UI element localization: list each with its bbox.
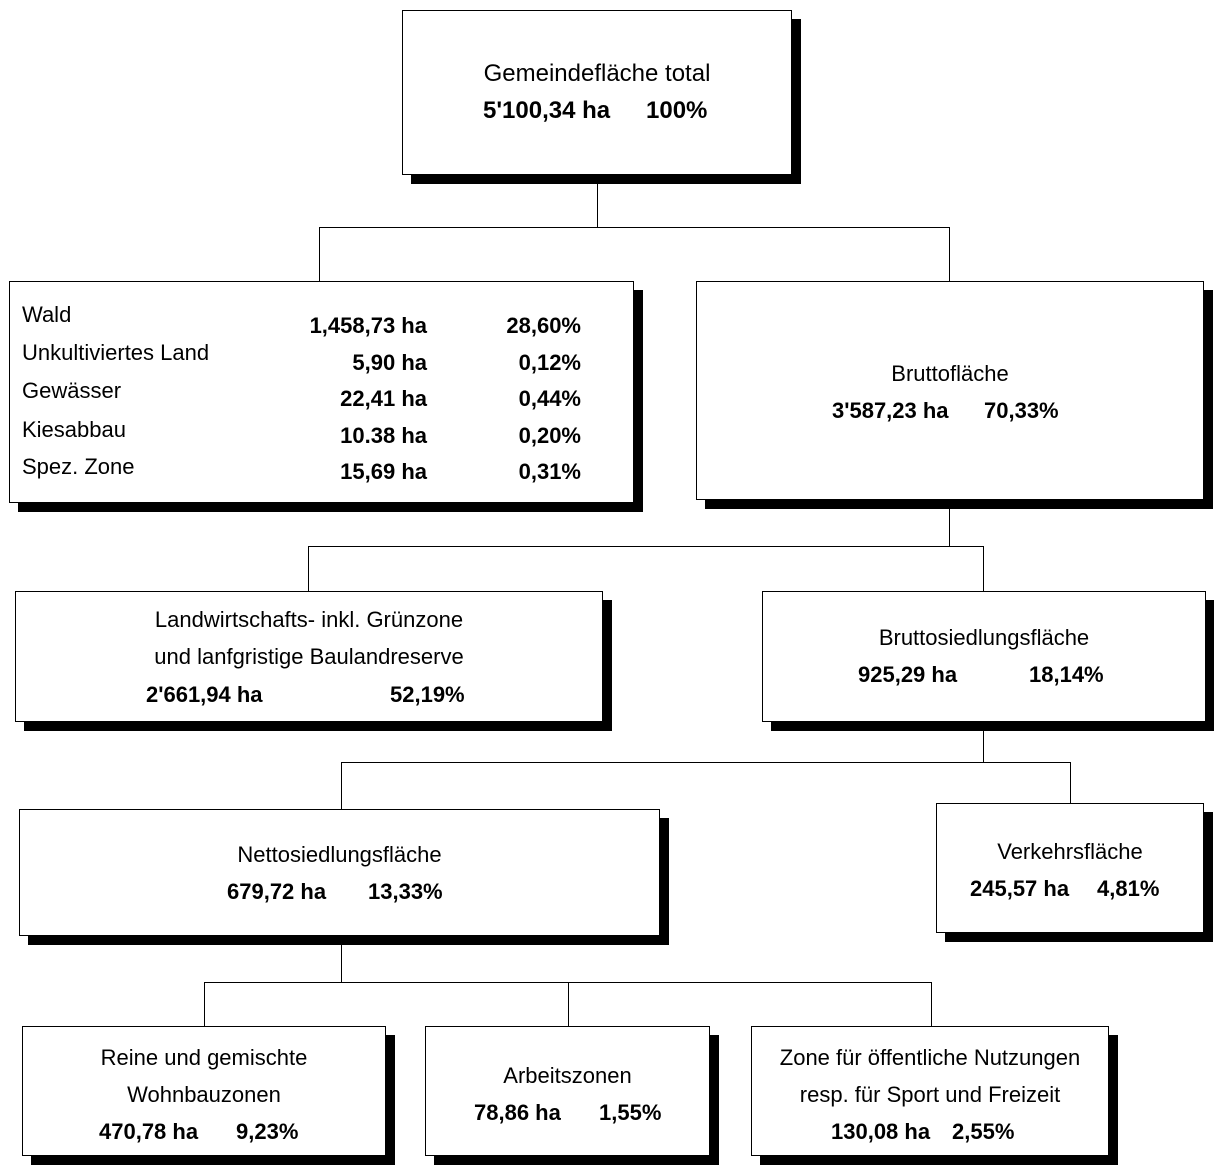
zone-pct: 2,55% [952,1119,1015,1144]
zone-line2: resp. für Sport und Freizeit [799,1082,1061,1107]
row-label-wald: Wald [22,302,72,327]
row-pct-gewaesser: 0,44% [518,386,581,411]
brutto-box: Bruttofläche 3'587,23 ha 70,33% [696,281,1204,500]
landwirtschaft-line2: und lanfgristige Baulandreserve [154,644,464,669]
connector-to-netto [341,762,342,809]
connector-bruttosiedlung-down [983,722,984,763]
connector-to-arbeit [568,982,569,1026]
row-area-wald: 1,458,73 ha [309,313,427,338]
row-area-gewaesser: 22,41 ha [340,386,427,411]
row-pct-kiesabbau: 0,20% [518,423,581,448]
bruttosiedlung-box: Bruttosiedlungsfläche 925,29 ha 18,14% [762,591,1206,722]
wohn-box: Reine und gemischte Wohnbauzonen 470,78 … [22,1026,386,1156]
verkehr-box: Verkehrsfläche 245,57 ha 4,81% [936,803,1204,933]
connector-netto-down [341,936,342,983]
row-label-spez-zone: Spez. Zone [22,454,135,479]
landwirtschaft-pct: 52,19% [390,682,465,707]
verkehr-area: 245,57 ha [970,876,1070,901]
arbeit-pct: 1,55% [599,1100,662,1125]
brutto-title: Bruttofläche [891,361,1009,386]
row-label-unkultiviertes-land: Unkultiviertes Land [22,340,210,365]
row-pct-unkultiviertes-land: 0,12% [518,350,581,375]
wohn-pct: 9,23% [236,1119,299,1144]
netto-title: Nettosiedlungsfläche [237,842,442,867]
zone-area: 130,08 ha [831,1119,931,1144]
arbeit-area: 78,86 ha [474,1100,561,1125]
wohn-line1: Reine und gemischte [100,1045,308,1070]
bruttosiedlung-area: 925,29 ha [858,662,958,687]
bruttosiedlung-title: Bruttosiedlungsfläche [878,625,1090,650]
row-pct-spez-zone: 0,31% [518,459,581,484]
netto-area: 679,72 ha [227,879,327,904]
root-pct: 100% [646,97,708,124]
brutto-pct: 70,33% [984,398,1059,423]
connector-to-left-box [319,227,320,281]
verkehr-pct: 4,81% [1097,876,1160,901]
bruttosiedlung-pct: 18,14% [1029,662,1104,687]
wohn-area: 470,78 ha [99,1119,199,1144]
connector-level3-horizontal [341,762,1071,763]
connector-root-down [597,180,598,228]
landwirtschaft-line1: Landwirtschafts- inkl. Grünzone [154,607,464,632]
netto-pct: 13,33% [368,879,443,904]
connector-to-zone [931,982,932,1026]
root-box: Gemeindefläche total 5'100,34 ha 100% [402,10,792,175]
row-area-kiesabbau: 10.38 ha [340,423,427,448]
landwirtschaft-area: 2'661,94 ha [146,682,263,707]
arbeit-box: Arbeitszonen 78,86 ha 1,55% [425,1026,710,1156]
row-label-kiesabbau: Kiesabbau [22,417,126,442]
root-title: Gemeindefläche total [483,60,711,87]
verkehr-title: Verkehrsfläche [997,839,1143,864]
connector-level1-horizontal [319,227,950,228]
connector-to-bruttosiedlung [983,546,984,591]
row-area-spez-zone: 15,69 ha [340,459,427,484]
connector-to-wohn [204,982,205,1026]
brutto-area: 3'587,23 ha [832,398,949,423]
zone-box: Zone für öffentliche Nutzungen resp. für… [751,1026,1109,1156]
arbeit-title: Arbeitszonen [503,1063,632,1088]
zone-line1: Zone für öffentliche Nutzungen [779,1045,1081,1070]
connector-level2-horizontal [308,546,984,547]
landwirtschaft-box: Landwirtschafts- inkl. Grünzone und lanf… [15,591,603,722]
root-area: 5'100,34 ha [483,97,611,124]
connector-brutto-down [949,500,950,547]
row-label-gewaesser: Gewässer [22,378,122,403]
connector-to-verkehr [1070,762,1071,803]
connector-to-brutto [949,227,950,281]
netto-box: Nettosiedlungsfläche 679,72 ha 13,33% [19,809,660,936]
wohn-line2: Wohnbauzonen [127,1082,281,1107]
land-use-table-box: Wald 1,458,73 ha 28,60% Unkultiviertes L… [9,281,634,503]
connector-to-landwirtschaft [308,546,309,591]
row-pct-wald: 28,60% [506,313,581,338]
row-area-unkultiviertes-land: 5,90 ha [352,350,427,375]
